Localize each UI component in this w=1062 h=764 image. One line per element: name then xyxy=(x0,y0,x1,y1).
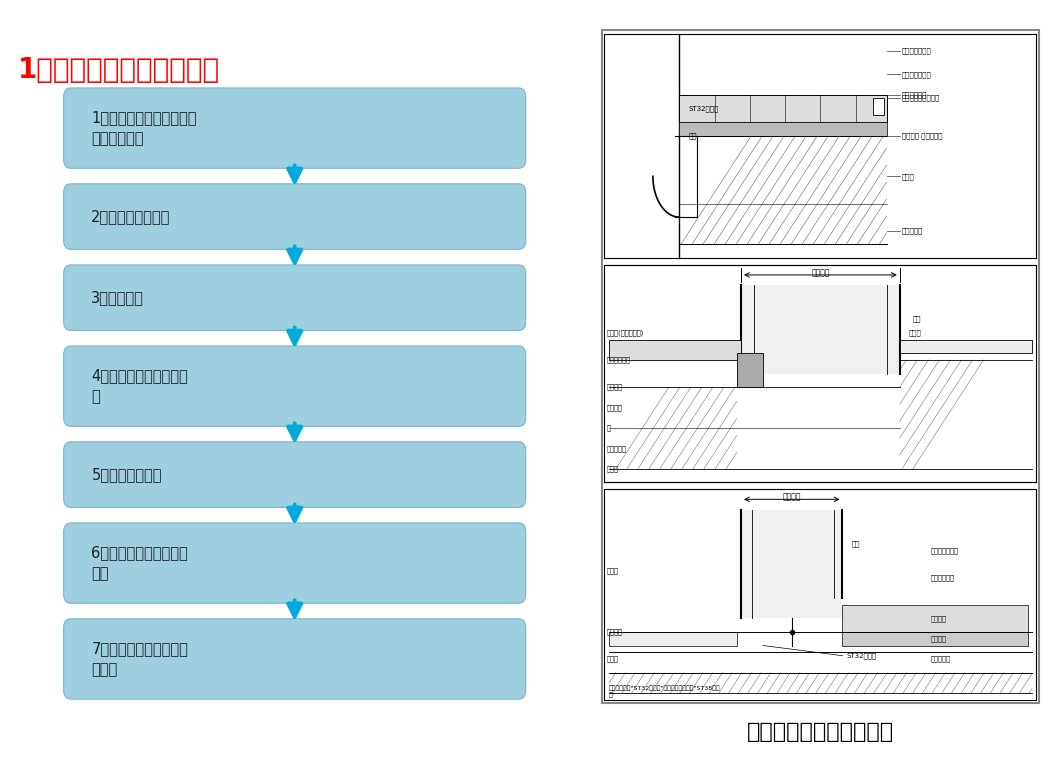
Text: 結構層: 結構層 xyxy=(902,173,914,180)
Bar xyxy=(900,339,1032,353)
Text: 防潮膠墊: 防潮膠墊 xyxy=(606,384,622,390)
Bar xyxy=(741,510,842,618)
Text: 拋光磚: 拋光磚 xyxy=(606,568,619,574)
FancyBboxPatch shape xyxy=(64,523,526,604)
Text: 防潮膠墊: 防潮膠墊 xyxy=(930,615,946,622)
Text: 預留伸縮縫: 預留伸縮縫 xyxy=(930,656,950,662)
Text: 覆膜珍珠: 覆膜珍珠 xyxy=(606,404,622,411)
Text: 水泥砂漿: 水泥砂漿 xyxy=(606,629,622,635)
Text: 5，清扫房间卫生: 5，清扫房间卫生 xyxy=(91,467,161,482)
FancyBboxPatch shape xyxy=(64,265,526,331)
Text: 強化復合地板: 強化復合地板 xyxy=(930,575,955,581)
Text: 門洞寬度: 門洞寬度 xyxy=(811,268,829,277)
Bar xyxy=(741,285,900,374)
Text: 強化復合地板: 強化復合地板 xyxy=(606,357,631,363)
Text: 墻身搗灰乳膠漆: 墻身搗灰乳膠漆 xyxy=(902,71,931,78)
Text: 收口條（扣件）: 收口條（扣件） xyxy=(930,547,959,554)
Bar xyxy=(680,95,887,122)
Text: 4，安装踢脚线、收口压
条: 4，安装踢脚线、收口压 条 xyxy=(91,368,188,404)
Text: 注：安裝五金"ST32鋼排釘"在工廠內部名稱為"ST38鋼排
釘": 注：安裝五金"ST32鋼排釘"在工廠內部名稱為"ST38鋼排 釘" xyxy=(609,686,720,698)
Text: 强化复合地板安装示意图: 强化复合地板安装示意图 xyxy=(747,723,894,743)
Text: 預留伸縮縫: 預留伸縮縫 xyxy=(606,445,627,452)
Bar xyxy=(842,605,1028,632)
Bar xyxy=(842,632,1028,646)
Text: 門扇: 門扇 xyxy=(913,316,922,322)
Bar xyxy=(609,339,741,360)
Text: ST32鋼排釘: ST32鋼排釘 xyxy=(688,105,718,112)
Bar xyxy=(873,98,885,115)
Text: 覆膜珍珠: 覆膜珍珠 xyxy=(930,636,946,642)
Bar xyxy=(680,122,887,135)
Text: 門扇: 門扇 xyxy=(852,540,860,547)
Text: 6，成品保护：铺单面瓦
椾纸: 6，成品保护：铺单面瓦 椾纸 xyxy=(91,545,188,581)
Text: 拋光磚: 拋光磚 xyxy=(908,329,922,336)
FancyBboxPatch shape xyxy=(64,88,526,168)
Text: ST32鋼排釘: ST32鋼排釘 xyxy=(846,652,877,659)
Text: 踢腳線（同地板色）: 踢腳線（同地板色） xyxy=(902,95,940,102)
Text: 強化復合地板: 強化復合地板 xyxy=(902,92,927,98)
Text: 水泥砂漿批蕩層: 水泥砂漿批蕩層 xyxy=(902,47,931,53)
Bar xyxy=(737,353,764,387)
FancyBboxPatch shape xyxy=(602,30,1039,704)
FancyBboxPatch shape xyxy=(64,442,526,507)
FancyBboxPatch shape xyxy=(64,184,526,249)
Text: 結構層: 結構層 xyxy=(606,465,619,472)
Text: 棉: 棉 xyxy=(606,425,611,431)
Text: 預留伸縮縫: 預留伸縮縫 xyxy=(902,228,923,234)
Text: 1，材料准备、地面清理、
前期准备工作: 1，材料准备、地面清理、 前期准备工作 xyxy=(91,110,196,146)
FancyBboxPatch shape xyxy=(64,346,526,426)
Text: 1、强化复合地板安装流程: 1、强化复合地板安装流程 xyxy=(18,57,220,84)
FancyBboxPatch shape xyxy=(64,619,526,699)
Text: 結構層: 結構層 xyxy=(606,656,619,662)
Text: 7，注意关窗、防雨、通
风透气: 7，注意关窗、防雨、通 风透气 xyxy=(91,641,188,677)
Text: 收口條(玻璃膠固定): 收口條(玻璃膠固定) xyxy=(606,329,644,336)
Text: 防潮膠墊 覆膜珍珠棉: 防潮膠墊 覆膜珍珠棉 xyxy=(902,132,942,139)
Bar xyxy=(609,632,737,646)
Text: 3，安装地板: 3，安装地板 xyxy=(91,290,144,305)
Text: 2，地面铺贴防潮棉: 2，地面铺贴防潮棉 xyxy=(91,209,171,224)
Text: 門洞寬度: 門洞寬度 xyxy=(783,493,801,501)
Text: 扣件: 扣件 xyxy=(688,132,697,139)
